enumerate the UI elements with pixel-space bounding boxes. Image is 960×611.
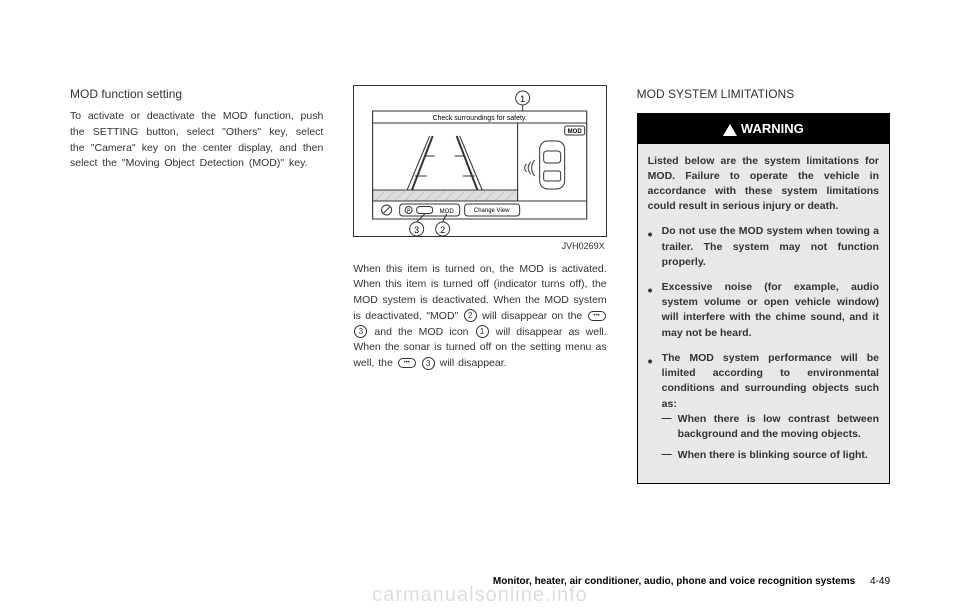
col3-heading: MOD SYSTEM LIMITATIONS — [637, 85, 890, 103]
column-3: MOD SYSTEM LIMITATIONS WARNING Listed be… — [637, 85, 890, 540]
sonar-pill-icon: ••• — [588, 311, 606, 321]
callout-ref-1: 1 — [476, 325, 489, 338]
warning-bullet-3: The MOD system performance will be limit… — [648, 351, 879, 464]
col2-text-2d: will disappear. — [440, 357, 507, 369]
svg-text:1: 1 — [520, 94, 525, 104]
svg-text:3: 3 — [414, 225, 419, 235]
svg-text:Change View: Change View — [474, 208, 510, 214]
svg-text:2: 2 — [440, 225, 445, 235]
col2-text-2b: and the MOD icon — [374, 326, 474, 338]
warning-label: WARNING — [741, 121, 804, 136]
warning-intro: Listed below are the system limitations … — [648, 154, 879, 215]
callout-ref-2: 2 — [464, 309, 477, 322]
figure-diagram: 1 Check surroundings for safety. — [353, 85, 606, 237]
svg-text:MOD: MOD — [440, 209, 455, 215]
col1-heading: MOD function setting — [70, 85, 323, 103]
page-columns: MOD function setting To activate or deac… — [70, 85, 890, 540]
warning-sub-list: When there is low contrast between backg… — [662, 412, 879, 464]
col1-body: To activate or deactivate the MOD functi… — [70, 109, 323, 172]
warning-header: WARNING — [638, 114, 889, 144]
warning-bullet-1: Do not use the MOD system when towing a … — [648, 224, 879, 270]
warning-triangle-icon — [723, 124, 737, 136]
warning-sub-1: When there is low contrast between backg… — [662, 412, 879, 442]
col2-text-2a: will disappear on the — [482, 310, 587, 322]
warning-bullet-list: Do not use the MOD system when towing a … — [648, 224, 879, 463]
warning-bullet-3-text: The MOD system performance will be limit… — [662, 352, 879, 410]
column-1: MOD function setting To activate or deac… — [70, 85, 323, 540]
diagram-svg: 1 Check surroundings for safety. — [354, 86, 605, 236]
warning-sub-2: When there is blinking source of light. — [662, 448, 879, 463]
figure-caption: JVH0269X — [353, 240, 606, 254]
svg-text:MOD: MOD — [568, 129, 583, 135]
watermark: carmanualsonline.info — [0, 584, 960, 607]
warning-box: WARNING Listed below are the system limi… — [637, 113, 890, 484]
sonar-pill-icon-2: ••• — [398, 358, 416, 368]
column-2: 1 Check surroundings for safety. — [353, 85, 606, 540]
callout-ref-3b: 3 — [422, 357, 435, 370]
col2-body: When this item is turned on, the MOD is … — [353, 262, 606, 372]
warning-body: Listed below are the system limitations … — [638, 144, 889, 484]
svg-text:Check surroundings for safety.: Check surroundings for safety. — [433, 115, 527, 122]
warning-bullet-2: Excessive noise (for example, audio syst… — [648, 280, 879, 341]
callout-ref-3a: 3 — [354, 325, 367, 338]
